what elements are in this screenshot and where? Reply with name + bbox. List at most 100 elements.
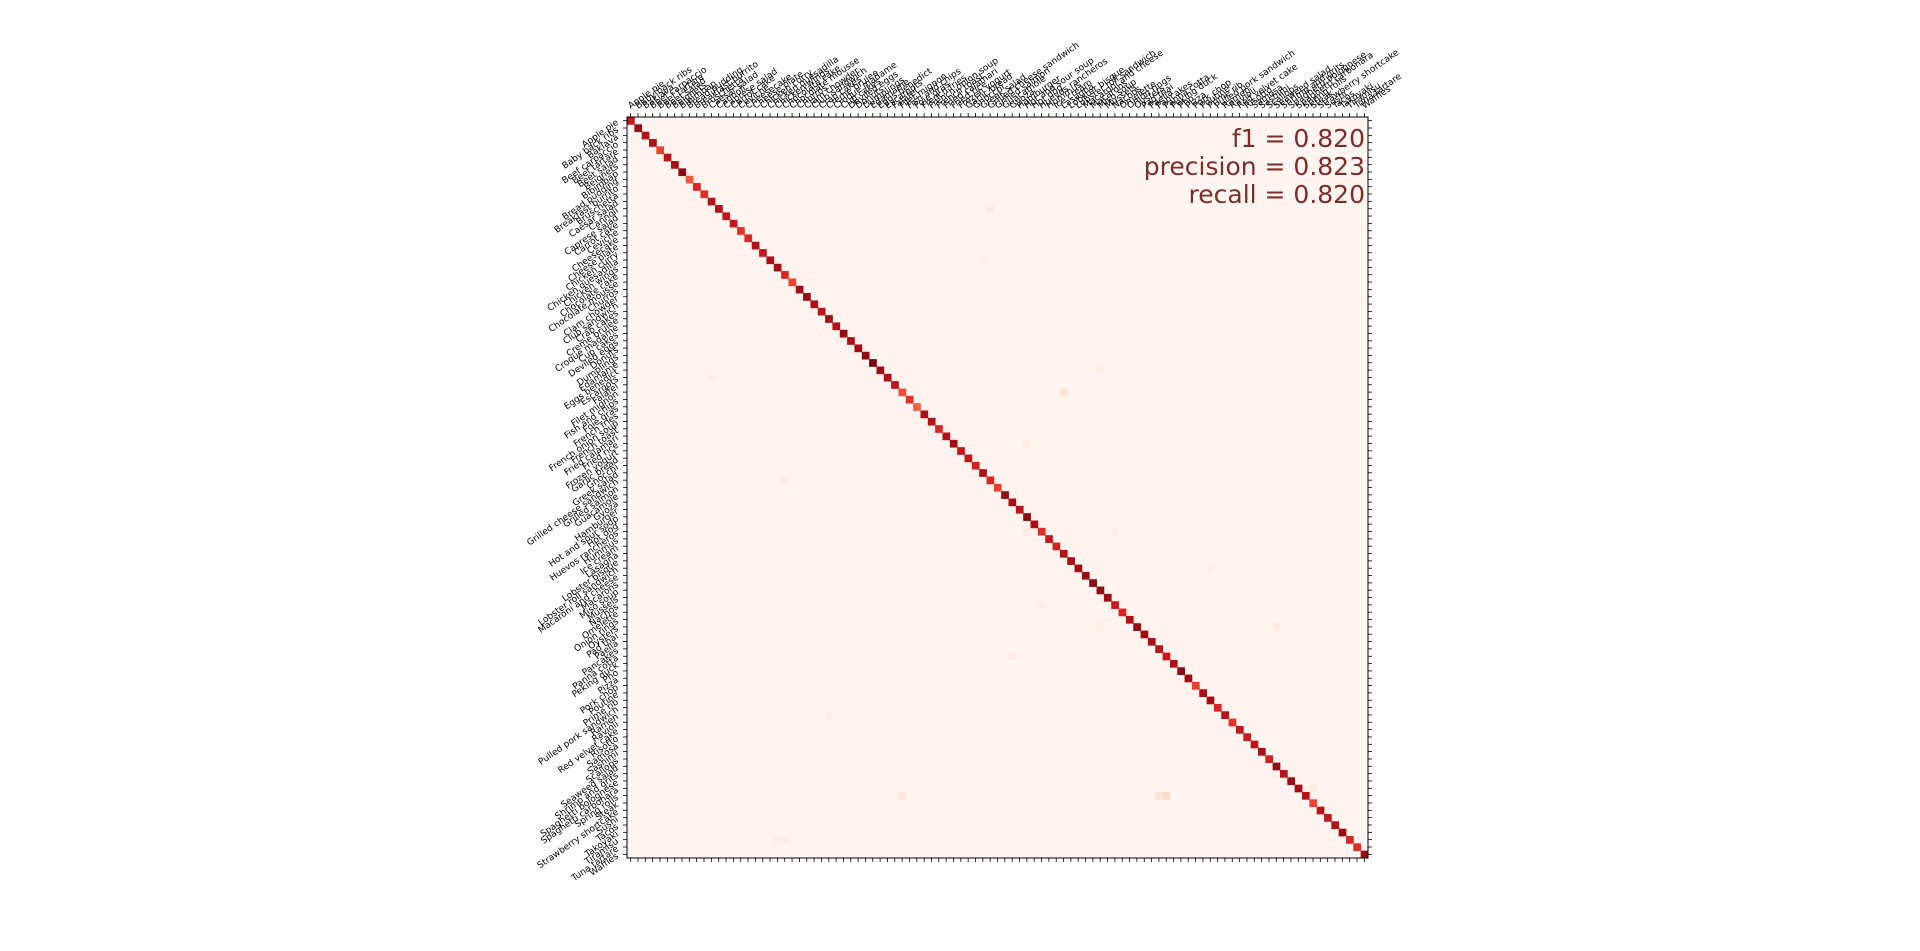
heatmap-cell-diagonal xyxy=(1067,557,1075,565)
heatmap-cell-diagonal xyxy=(759,249,767,257)
heatmap-cell-diagonal xyxy=(876,366,885,375)
heatmap-cell-diagonal xyxy=(1081,571,1090,580)
heatmap-cell-diagonal xyxy=(678,168,687,177)
heatmap-cell-diagonal xyxy=(1103,593,1112,602)
heatmap-cell-diagonal xyxy=(1279,769,1288,778)
heatmap-cell-diagonal xyxy=(1125,615,1134,624)
heatmap-cell-diagonal xyxy=(1316,806,1325,815)
heatmap-cell-off-diagonal xyxy=(1309,784,1318,793)
heatmap-cell-diagonal xyxy=(993,483,1002,492)
heatmap-cell-diagonal xyxy=(715,205,723,213)
heatmap-cell-diagonal xyxy=(935,425,943,433)
heatmap-cell-diagonal xyxy=(1257,747,1266,756)
heatmap-cell-diagonal xyxy=(949,439,958,448)
heatmap-cell-diagonal xyxy=(1301,791,1310,800)
heatmap-cell-off-diagonal xyxy=(1096,366,1105,375)
precision-score-label: precision = 0.823 xyxy=(1144,152,1365,181)
heatmap-cell-diagonal xyxy=(1118,608,1127,617)
heatmap-cell-diagonal xyxy=(839,329,848,338)
heatmap-cell-diagonal xyxy=(971,461,980,470)
heatmap-cell-off-diagonal xyxy=(781,476,789,485)
heatmap-cell-diagonal xyxy=(1059,549,1068,558)
heatmap-cell-diagonal xyxy=(869,359,877,367)
heatmap-cell-off-diagonal xyxy=(1155,791,1163,800)
heatmap-cell-diagonal xyxy=(1030,520,1039,529)
heatmap-cell-diagonal xyxy=(927,417,936,426)
heatmap-cell-diagonal xyxy=(656,146,665,155)
heatmap-cell-diagonal xyxy=(1309,799,1318,808)
heatmap-cell-diagonal xyxy=(854,344,863,353)
heatmap-cell-diagonal xyxy=(700,190,709,199)
heatmap-cell-off-diagonal xyxy=(1272,623,1281,631)
heatmap-cell-diagonal xyxy=(1250,740,1259,749)
heatmap-cell-diagonal xyxy=(1133,623,1141,631)
heatmap-cell-diagonal xyxy=(1287,777,1296,786)
heatmap-cell-diagonal xyxy=(1169,659,1178,668)
heatmap-cell-diagonal xyxy=(942,432,951,441)
heatmap-cell-diagonal xyxy=(634,124,643,133)
f1-score-label: f1 = 0.820 xyxy=(1232,124,1365,153)
heatmap-cell-diagonal xyxy=(1089,579,1097,587)
heatmap-cell-diagonal xyxy=(744,234,753,243)
heatmap-cell-diagonal xyxy=(729,219,738,228)
heatmap-cell-diagonal xyxy=(1155,645,1163,653)
heatmap-cell-diagonal xyxy=(1015,505,1024,514)
heatmap-cell-diagonal xyxy=(825,315,833,323)
heatmap-cell-off-diagonal xyxy=(1096,623,1105,631)
heatmap-cell-off-diagonal xyxy=(1037,601,1046,609)
heatmap-cell-diagonal xyxy=(795,285,804,294)
heatmap-cell-diagonal xyxy=(964,454,973,463)
heatmap-cell-diagonal xyxy=(905,395,914,404)
heatmap-cell-diagonal xyxy=(1096,586,1105,595)
heatmap-cell-diagonal xyxy=(751,241,760,250)
metrics-annotation: f1 = 0.820 precision = 0.823 recall = 0.… xyxy=(1144,124,1365,209)
heatmap-cell-off-diagonal xyxy=(707,373,716,382)
heatmap-cell-diagonal xyxy=(1331,821,1340,830)
heatmap-cell-diagonal xyxy=(1052,542,1061,551)
heatmap-cell-diagonal xyxy=(803,293,811,301)
heatmap-cell-diagonal xyxy=(1243,733,1252,742)
heatmap-cell-off-diagonal xyxy=(1206,564,1215,573)
heatmap-cell-diagonal xyxy=(685,175,694,184)
heatmap-cell-diagonal xyxy=(1177,667,1185,675)
heatmap-cell-diagonal xyxy=(1008,498,1017,507)
heatmap-cell-diagonal xyxy=(817,307,826,316)
heatmap-cell-diagonal xyxy=(1162,652,1171,661)
heatmap-cell-diagonal xyxy=(1353,843,1362,852)
heatmap-cell-diagonal xyxy=(883,373,892,382)
heatmap-cell-diagonal xyxy=(832,322,841,331)
heatmap-cell-diagonal xyxy=(1265,755,1274,764)
heatmap-cells xyxy=(627,117,1369,859)
heatmap-cell-off-diagonal xyxy=(1023,527,1031,536)
heatmap-cell-diagonal xyxy=(891,381,899,389)
heatmap-cell-diagonal xyxy=(1206,696,1215,705)
heatmap-cell-off-diagonal xyxy=(986,205,995,213)
heatmap-cell-diagonal xyxy=(1199,689,1207,697)
heatmap-cell-diagonal xyxy=(898,388,907,397)
recall-score-label: recall = 0.820 xyxy=(1189,180,1365,209)
heatmap-cell-diagonal xyxy=(693,183,701,191)
heatmap-cell-diagonal xyxy=(1045,535,1053,543)
heatmap-cell-diagonal xyxy=(1228,718,1237,727)
heatmap-cell-diagonal xyxy=(788,278,797,287)
heatmap-cell-diagonal xyxy=(1294,784,1303,793)
heatmap-cell-diagonal xyxy=(979,469,987,477)
heatmap-cell-diagonal xyxy=(737,227,745,235)
x-axis-ticks xyxy=(630,113,1365,862)
heatmap-cell-diagonal xyxy=(957,447,965,455)
heatmap-cell-diagonal xyxy=(861,351,870,360)
heatmap-cell-diagonal xyxy=(1191,681,1200,690)
heatmap-cell-off-diagonal xyxy=(1162,791,1171,800)
heatmap-cell-off-diagonal xyxy=(1023,439,1031,448)
heatmap-cell-diagonal xyxy=(986,476,995,485)
heatmap-cell-diagonal xyxy=(1111,601,1119,609)
heatmap-cell-off-diagonal xyxy=(1059,388,1068,397)
heatmap-cell-off-diagonal xyxy=(773,835,782,844)
heatmap-cell-diagonal xyxy=(781,271,789,279)
heatmap-cell-diagonal xyxy=(773,263,782,272)
heatmap-cell-diagonal xyxy=(1184,674,1193,683)
heatmap-cell-off-diagonal xyxy=(979,256,987,265)
heatmap-cell-diagonal xyxy=(766,256,775,265)
